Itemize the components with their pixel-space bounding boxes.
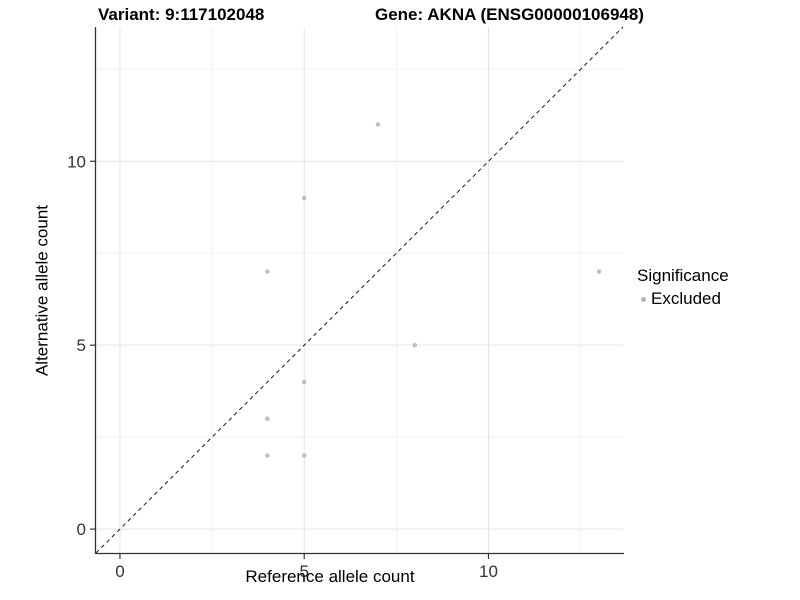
legend: Significance Excluded — [637, 266, 729, 309]
gene-title: Gene: AKNA (ENSG00000106948) — [375, 5, 644, 24]
y-tick-label: 0 — [77, 520, 86, 539]
y-axis-title: Alternative allele count — [32, 204, 52, 377]
data-point — [375, 122, 381, 127]
data-point — [265, 416, 270, 421]
x-tick-label: 0 — [115, 562, 124, 581]
data-point — [265, 453, 270, 458]
data-point — [302, 195, 307, 201]
data-point — [265, 269, 270, 274]
data-point — [302, 453, 307, 458]
variant-title: Variant: 9:117102048 — [98, 5, 265, 24]
legend-item-label: Excluded — [651, 289, 721, 308]
x-tick-label: 5 — [299, 562, 308, 581]
legend-item-excluded: Excluded — [637, 289, 729, 309]
data-point — [302, 379, 307, 385]
y-tick-label: 10 — [67, 152, 86, 171]
excluded-marker-icon — [641, 296, 646, 302]
y-tick-label: 5 — [77, 336, 86, 355]
data-point — [412, 342, 417, 348]
x-tick-label: 10 — [479, 562, 498, 581]
x-axis-title: Reference allele count — [245, 567, 415, 586]
data-point — [596, 269, 602, 274]
identity-line — [95, 26, 624, 554]
legend-title: Significance — [637, 266, 729, 285]
